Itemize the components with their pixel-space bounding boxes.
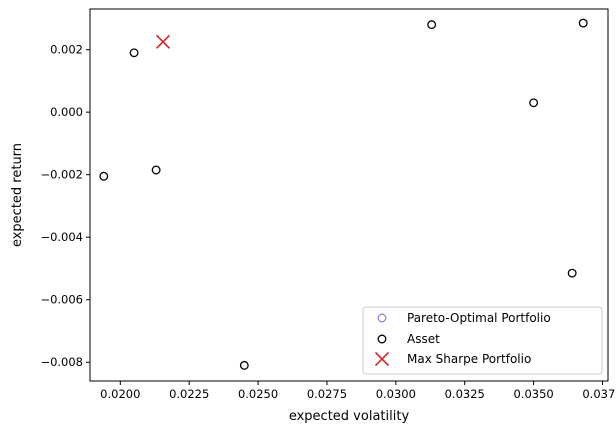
data-markers xyxy=(99,18,588,370)
x-tick-label: 0.0200 xyxy=(100,387,140,401)
legend-label: Pareto-Optimal Portfolio xyxy=(407,311,551,325)
x-tick-label: 0.0250 xyxy=(238,387,278,401)
asset-point xyxy=(427,20,437,30)
y-tick-label: 0.002 xyxy=(50,43,83,57)
x-tick-label: 0.0225 xyxy=(169,387,209,401)
legend-label: Asset xyxy=(407,332,440,346)
asset-point xyxy=(239,360,249,370)
asset-point xyxy=(567,268,577,278)
legend: Pareto-Optimal Portfolio Asset Max Sharpe … xyxy=(362,306,603,375)
y-axis-ticks: −0.008 −0.006 −0.004 −0.002 0.000 0.002 xyxy=(40,43,90,369)
legend-label: Max Sharpe Portfolio xyxy=(407,352,531,366)
asset-point xyxy=(529,98,539,108)
asset-point xyxy=(99,171,109,181)
y-tick-label: −0.002 xyxy=(40,168,83,182)
max-sharpe-point xyxy=(155,34,171,49)
x-tick-label: 0.0325 xyxy=(445,387,485,401)
x-tick-label: 0.0350 xyxy=(513,387,553,401)
y-axis-label: expected return xyxy=(10,143,25,247)
legend-items: Pareto-Optimal Portfolio Asset Max Sharpe … xyxy=(374,311,551,367)
x-tick-label: 0.0275 xyxy=(307,387,347,401)
asset-point xyxy=(151,165,161,175)
y-tick-label: −0.006 xyxy=(40,293,83,307)
y-tick-label: −0.008 xyxy=(40,355,83,369)
asset-point xyxy=(129,48,139,58)
x-axis-ticks: 0.0200 0.0225 0.0250 0.0275 0.0300 0.0325 0.03… xyxy=(100,381,616,401)
asset-point xyxy=(578,18,588,28)
legend-marker xyxy=(377,334,387,344)
x-axis-label: expected volatility xyxy=(289,409,410,424)
x-tick-label: 0.0375 xyxy=(582,387,616,401)
max-sharpe-stroke xyxy=(155,34,171,49)
x-tick-label: 0.0300 xyxy=(376,387,416,401)
legend-marker xyxy=(377,313,387,323)
y-tick-label: −0.004 xyxy=(40,230,83,244)
plot-frame xyxy=(89,8,609,382)
legend-box xyxy=(362,306,603,375)
legend-marker xyxy=(374,351,390,367)
legend-marker-stroke xyxy=(374,351,390,367)
y-tick-label: 0.000 xyxy=(50,105,83,119)
